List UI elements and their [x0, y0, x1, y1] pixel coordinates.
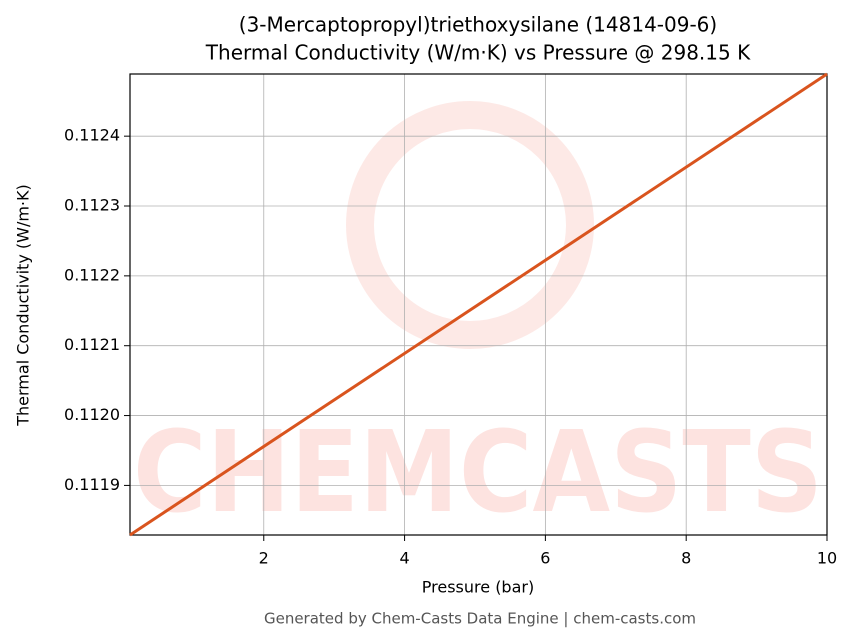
x-tick-label: 6 — [540, 549, 550, 568]
x-tick-label: 2 — [259, 549, 269, 568]
x-tick-label: 8 — [681, 549, 691, 568]
y-axis-label: Thermal Conductivity (W/m·K) — [14, 184, 33, 427]
x-tick-label: 10 — [817, 549, 837, 568]
y-tick-label: 0.1124 — [64, 126, 120, 145]
y-tick-label: 0.1122 — [64, 265, 120, 284]
y-tick-label: 0.1119 — [64, 475, 120, 494]
data-line — [129, 72, 828, 537]
y-tick-label: 0.1120 — [64, 405, 120, 424]
y-tick-label: 0.1123 — [64, 196, 120, 215]
watermark: CHEMCASTS — [133, 408, 823, 538]
x-tick-label: 4 — [399, 549, 409, 568]
chart-title: (3-Mercaptopropyl)triethoxysilane (14814… — [239, 13, 717, 37]
watermark-logo — [346, 101, 594, 349]
x-axis-label: Pressure (bar) — [422, 578, 534, 597]
y-tick-label: 0.1121 — [64, 335, 120, 354]
plot-frame — [129, 73, 828, 536]
footer: Generated by Chem-Casts Data Engine | ch… — [264, 610, 696, 628]
chart-subtitle: Thermal Conductivity (W/m·K) vs Pressure… — [205, 41, 751, 65]
